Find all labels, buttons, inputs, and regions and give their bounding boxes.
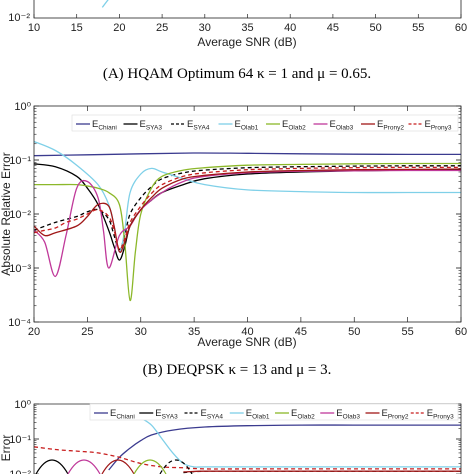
legend-label-sya4: ESYA4 — [201, 408, 224, 421]
panel-a-series — [101, 0, 109, 8]
x-tick-label: 35 — [241, 22, 253, 34]
x-tick-label: 40 — [241, 326, 253, 338]
panel-b-legend: EChiani ESYA3 ESYA4 EOlab1 EOlab2 EOlab3 EPron… — [71, 114, 459, 132]
x-tick-label: 10 — [28, 22, 40, 34]
panel-c-series — [34, 417, 461, 474]
panel-a-x-ticks: 10 15 20 25 30 35 40 45 50 55 60 — [28, 14, 467, 34]
y-tick-label: 10⁻² — [9, 209, 31, 221]
legend-label-prony3: EProny3 — [427, 408, 454, 421]
legend-label-sya4: ESYA4 — [187, 119, 210, 132]
legend-box — [71, 114, 459, 132]
x-tick-label: 45 — [295, 326, 307, 338]
panel-c-y-axis-label: Error — [0, 435, 13, 462]
x-tick-label: 30 — [199, 22, 211, 34]
panel-b-y-axis-label: Absolute Relative Error — [0, 152, 13, 275]
legend-label-olab1: EOlab1 — [235, 119, 259, 132]
caption-a: (A) HQAM Optimum 64 κ = 1 and μ = 0.65. — [103, 66, 371, 82]
x-tick-label: 35 — [188, 326, 200, 338]
series-line-olab1 — [34, 140, 461, 253]
panel-c-legend: EChiani ESYA3 ESYA4 EOlab1 EOlab2 EOlab3 EPron… — [89, 403, 459, 421]
x-tick-label: 20 — [28, 326, 40, 338]
series-arc — [35, 459, 69, 474]
series-line-olab1 — [101, 0, 109, 8]
panel-a: 10⁻² 10 15 20 25 30 35 40 45 50 55 60 Average SNR … — [8, 0, 467, 82]
legend-label-chiani: EChiani — [110, 408, 135, 421]
series-line-olab1 — [140, 417, 461, 468]
y-tick-label: 10⁻² — [9, 469, 31, 474]
x-tick-label: 40 — [284, 22, 296, 34]
x-tick-label: 30 — [135, 326, 147, 338]
panel-b: 10⁰ 10⁻¹ 10⁻² 10⁻³ 10⁻⁴ 20 25 30 35 40 45 50 55 60 A… — [0, 101, 467, 378]
x-tick-label: 15 — [71, 22, 83, 34]
x-tick-label: 55 — [412, 22, 424, 34]
series-line-sya4 — [34, 165, 461, 251]
caption-b: (B) DEQPSK κ = 13 and μ = 3. — [143, 362, 332, 378]
panel-a-ytick-label: 10⁻² — [8, 12, 30, 24]
panel-b-x-axis-label: Average SNR (dB) — [197, 335, 296, 349]
x-tick-label: 20 — [113, 22, 125, 34]
series-arc — [67, 459, 101, 474]
legend-label-chiani: EChiani — [92, 119, 117, 132]
panel-a-x-axis-label: Average SNR (dB) — [197, 35, 296, 49]
panel-b-plot-background — [34, 106, 461, 322]
series-line-chiani — [34, 152, 461, 157]
x-tick-label: 45 — [327, 22, 339, 34]
series-line-prony3 — [34, 166, 461, 251]
series-arc — [159, 459, 193, 474]
y-tick-label: 10⁻¹ — [9, 434, 31, 446]
y-tick-label: 10⁻³ — [9, 263, 31, 275]
x-tick-label: 55 — [402, 326, 414, 338]
legend-label-olab2: EOlab2 — [282, 119, 306, 132]
legend-label-olab1: EOlab1 — [246, 408, 270, 421]
series-arc — [133, 459, 167, 474]
series-line-chiani — [108, 424, 461, 471]
x-tick-label: 60 — [455, 326, 467, 338]
y-tick-label: 10⁰ — [14, 101, 31, 113]
series-line-prony2 — [34, 168, 461, 253]
series-line-prony2 — [183, 470, 461, 473]
y-tick-label: 10⁻¹ — [9, 155, 31, 167]
x-tick-label: 50 — [348, 326, 360, 338]
legend-label-sya3: ESYA3 — [140, 119, 163, 132]
x-tick-label: 25 — [81, 326, 93, 338]
legend-label-prony2: EProny2 — [377, 119, 404, 132]
panel-b-series — [34, 140, 461, 302]
panel-b-y-tick-labels: 10⁰ 10⁻¹ 10⁻² 10⁻³ 10⁻⁴ — [8, 101, 31, 329]
panel-c-y-tick-labels: 10⁰ 10⁻¹ 10⁻² — [9, 399, 31, 474]
panel-b-x-tick-labels: 20 25 30 35 40 45 50 55 60 — [28, 106, 467, 338]
legend-box — [89, 403, 459, 421]
panel-c: 10⁰ 10⁻¹ 10⁻² Error EChiani ESYA3 ESYA4 EOlab… — [0, 399, 462, 474]
x-tick-label: 60 — [455, 22, 467, 34]
legend-label-olab2: EOlab2 — [291, 408, 315, 421]
series-line-olab3 — [34, 169, 461, 278]
series-arc — [101, 459, 135, 474]
legend-label-olab3: EOlab3 — [336, 408, 360, 421]
legend-label-prony3: EProny3 — [425, 119, 452, 132]
series-line-olab2 — [34, 162, 461, 302]
legend-label-olab3: EOlab3 — [330, 119, 354, 132]
legend-label-prony2: EProny2 — [382, 408, 409, 421]
series-line-prony3 — [34, 446, 461, 470]
x-tick-label: 50 — [369, 22, 381, 34]
y-tick-label: 10⁰ — [14, 399, 31, 411]
y-tick-label: 10⁻⁴ — [8, 317, 31, 329]
x-tick-label: 25 — [156, 22, 168, 34]
legend-label-sya3: ESYA3 — [155, 408, 178, 421]
